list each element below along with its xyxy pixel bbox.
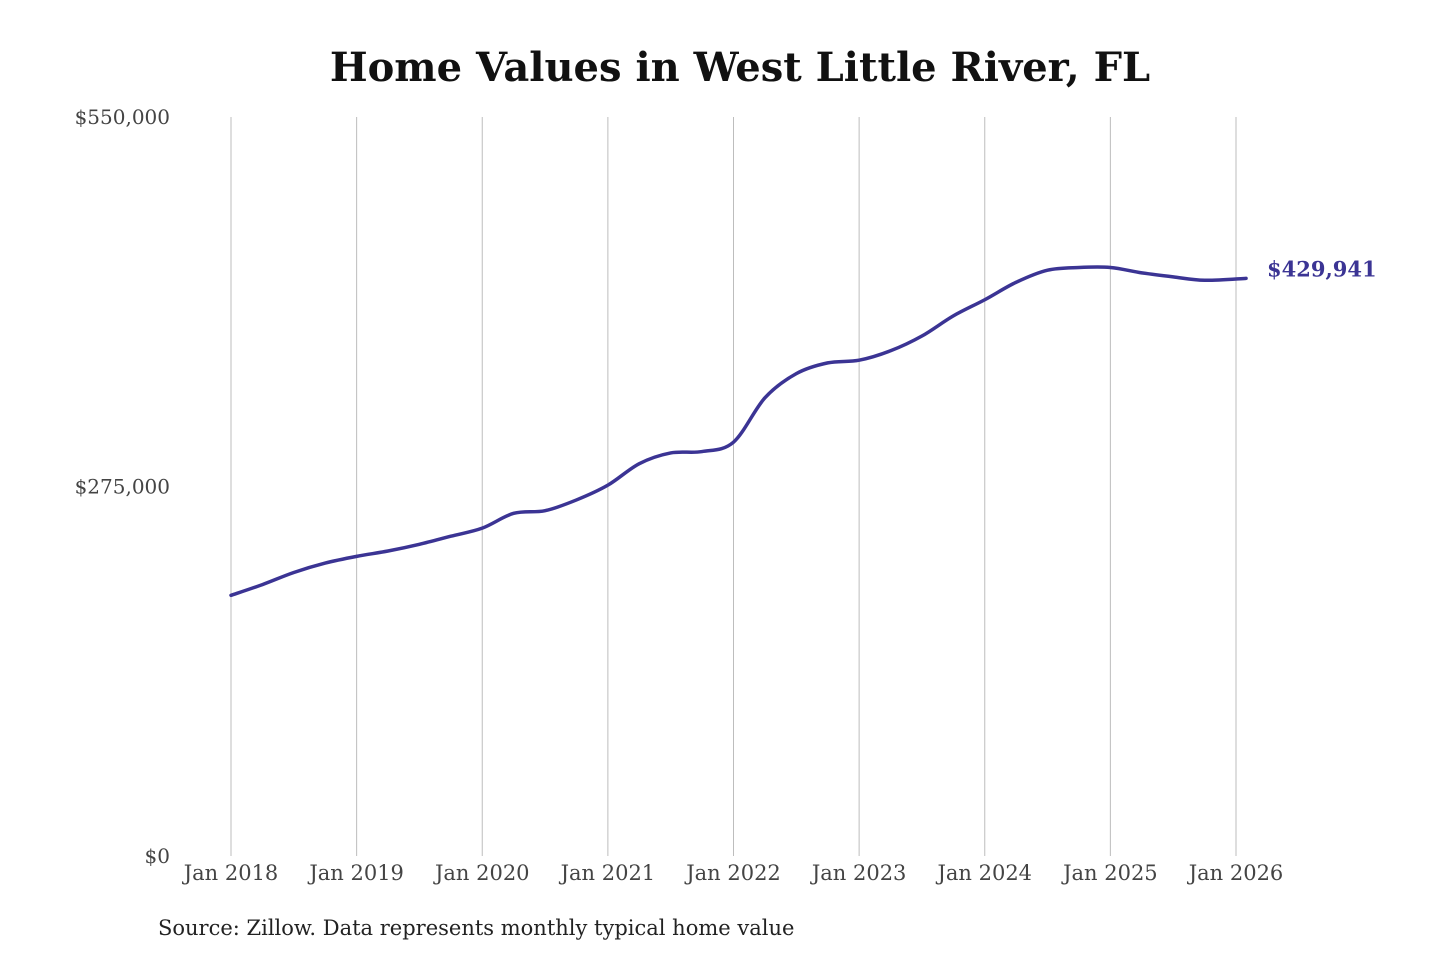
series-line — [229, 265, 1248, 598]
x-tick-label: Jan 2024 — [935, 861, 1032, 885]
x-tick-label: Jan 2021 — [559, 861, 656, 885]
end-value-label: $429,941 — [1267, 256, 1377, 281]
x-tick-label: Jan 2018 — [182, 861, 279, 885]
x-tick-label: Jan 2019 — [307, 861, 404, 885]
y-tick-label: $275,000 — [75, 475, 170, 499]
y-tick-label: $0 — [145, 844, 170, 868]
x-tick-label: Jan 2026 — [1187, 861, 1284, 885]
y-tick-label: $550,000 — [75, 105, 170, 129]
x-tick-label: Jan 2025 — [1061, 861, 1158, 885]
chart-title: Home Values in West Little River, FL — [329, 44, 1151, 91]
x-tick-label: Jan 2023 — [810, 861, 907, 885]
x-tick-label: Jan 2020 — [433, 861, 530, 885]
source-note: Source: Zillow. Data represents monthly … — [158, 916, 795, 940]
x-tick-label: Jan 2022 — [684, 861, 781, 885]
